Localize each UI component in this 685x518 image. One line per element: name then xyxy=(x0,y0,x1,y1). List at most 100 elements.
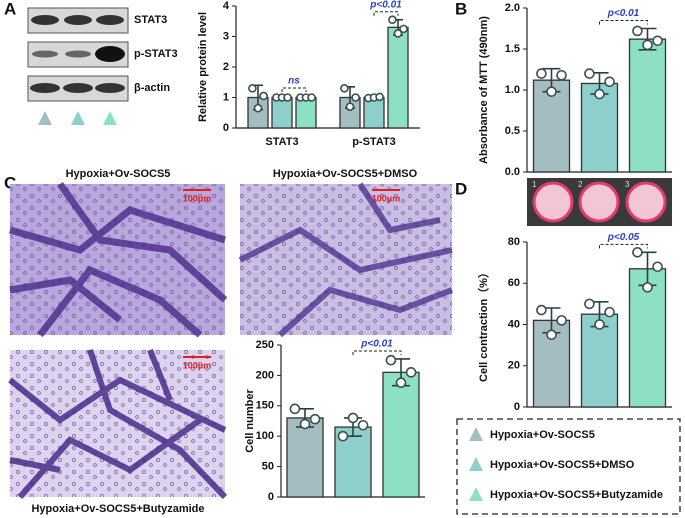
gel-label: 1 xyxy=(532,180,537,189)
data-point xyxy=(253,103,263,113)
y-tick-label: 1 xyxy=(223,91,229,103)
data-point xyxy=(357,419,369,431)
data-point xyxy=(299,418,311,430)
gel-label: 3 xyxy=(625,180,630,189)
data-point xyxy=(632,25,643,37)
panel-label: B xyxy=(455,0,467,18)
panel-label: A xyxy=(4,0,16,18)
y-tick-label: 1.5 xyxy=(505,43,520,55)
lane-marker xyxy=(103,111,117,125)
y-axis-label: Absorbance of MTT (490nm) xyxy=(478,16,490,164)
y-tick-label: 80 xyxy=(508,236,520,248)
legend-box xyxy=(456,418,681,515)
data-point xyxy=(652,35,663,47)
significance-bracket xyxy=(352,350,402,355)
significance-bracket xyxy=(599,243,648,249)
y-axis-label: Cell contraction（%） xyxy=(477,267,490,382)
y-tick-label: 150 xyxy=(256,400,274,412)
blot-label: β-actin xyxy=(134,82,170,94)
scale-label: 100μm xyxy=(183,360,212,370)
data-point xyxy=(632,247,643,258)
legend-marker xyxy=(469,487,483,501)
legend-marker xyxy=(469,457,483,471)
significance-bracket xyxy=(281,87,307,92)
data-point xyxy=(594,88,605,100)
bar xyxy=(387,26,409,129)
y-tick-label: 40 xyxy=(508,318,520,330)
significance-label: p<0.01 xyxy=(369,0,402,10)
legend-marker xyxy=(469,427,483,441)
data-point xyxy=(604,306,615,318)
y-tick-label: 50 xyxy=(262,461,274,473)
gel-label: 2 xyxy=(578,180,583,189)
data-point xyxy=(594,319,605,330)
bar xyxy=(271,96,293,129)
data-point xyxy=(604,76,615,88)
y-tick-label: 60 xyxy=(508,277,520,289)
y-tick-label: 20 xyxy=(508,360,520,372)
blot-label: p-STAT3 xyxy=(134,48,178,60)
data-point xyxy=(584,298,595,310)
x-tick-label: STAT3 xyxy=(265,136,298,148)
significance-bracket xyxy=(373,11,399,16)
significance-label: p<0.01 xyxy=(607,8,640,19)
data-point xyxy=(556,69,567,81)
data-point xyxy=(642,282,653,293)
data-point xyxy=(351,93,360,102)
data-point xyxy=(259,91,268,101)
y-tick-label: 250 xyxy=(256,339,274,351)
micrograph xyxy=(9,181,228,338)
y-tick-label: 100 xyxy=(256,430,274,442)
data-point xyxy=(405,367,417,378)
bar xyxy=(286,417,324,498)
data-point xyxy=(393,29,403,38)
y-tick-label: 3 xyxy=(223,30,229,42)
y-tick-label: 0 xyxy=(514,401,520,413)
image-title: Hypoxia+Ov-SOCS5+DMSO xyxy=(273,168,418,180)
data-point xyxy=(385,354,397,366)
data-point xyxy=(536,68,547,79)
bar xyxy=(532,319,571,408)
gel-photo xyxy=(527,178,672,226)
y-tick-label: 0 xyxy=(223,122,229,134)
data-point xyxy=(584,68,595,79)
data-point xyxy=(388,15,397,25)
blot xyxy=(27,7,129,102)
y-tick-label: 4 xyxy=(223,0,230,12)
y-axis-label: Cell number xyxy=(244,389,256,453)
data-point xyxy=(375,92,384,102)
legend-label: Hypoxia+Ov-SOCS5+DMSO xyxy=(490,459,635,471)
panel-label: D xyxy=(455,179,467,198)
data-point xyxy=(337,430,349,442)
data-point xyxy=(546,329,557,341)
bar xyxy=(628,38,667,173)
data-point xyxy=(536,304,547,316)
significance-label: p<0.01 xyxy=(360,339,393,350)
micrograph xyxy=(238,182,454,338)
scale-label: 100μm xyxy=(372,193,401,203)
blot-label: STAT3 xyxy=(134,14,167,26)
lane-marker xyxy=(38,111,52,125)
data-point xyxy=(642,39,653,51)
data-point xyxy=(307,93,316,102)
data-point xyxy=(340,84,349,93)
data-point xyxy=(347,412,359,424)
y-tick-label: 1.0 xyxy=(505,84,520,96)
lane-marker xyxy=(71,111,85,125)
data-point xyxy=(309,413,321,425)
y-tick-label: 2.0 xyxy=(505,2,520,14)
data-point xyxy=(289,403,301,415)
legend-label: Hypoxia+Ov-SOCS5 xyxy=(490,429,595,441)
data-point xyxy=(556,315,567,326)
x-tick-label: p-STAT3 xyxy=(352,136,396,148)
y-tick-label: 0.0 xyxy=(505,166,520,178)
significance-label: ns xyxy=(288,76,300,87)
data-point xyxy=(399,24,408,34)
data-point xyxy=(652,261,663,273)
data-point xyxy=(283,93,292,102)
image-title: Hypoxia+Ov-SOCS5 xyxy=(66,168,171,180)
scale-label: 100μm xyxy=(183,193,212,203)
bar xyxy=(295,96,317,129)
data-point xyxy=(345,102,355,111)
